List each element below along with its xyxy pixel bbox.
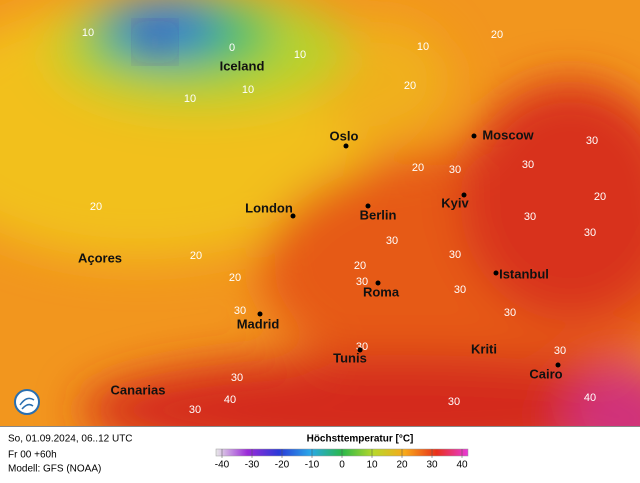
isotherm-label: 10 bbox=[184, 93, 196, 105]
city-label: Açores bbox=[78, 250, 122, 265]
city-marker bbox=[461, 192, 467, 198]
city-label: Istanbul bbox=[499, 266, 549, 281]
city-label: Cairo bbox=[529, 366, 562, 381]
isotherm-label: 30 bbox=[584, 227, 596, 239]
city-label: Iceland bbox=[220, 58, 265, 73]
isotherm-label: 30 bbox=[524, 211, 536, 223]
colorbar-tick-label: 0 bbox=[339, 460, 345, 471]
isotherm-label: 30 bbox=[449, 164, 461, 176]
isotherm-label: 30 bbox=[189, 404, 201, 416]
colorbar-tick-label: -40 bbox=[215, 460, 230, 471]
colorbar-tick-label: 30 bbox=[426, 460, 438, 471]
run: Fr 00 +60h bbox=[8, 450, 57, 461]
city-label: Oslo bbox=[330, 128, 359, 143]
isotherm-label: 30 bbox=[454, 284, 466, 296]
colorbar-tick-label: -30 bbox=[245, 460, 260, 471]
city-marker bbox=[343, 143, 349, 149]
city-label: Berlin bbox=[360, 207, 397, 222]
isotherm-label: 30 bbox=[356, 276, 368, 288]
city-marker bbox=[555, 362, 561, 368]
city-marker bbox=[290, 213, 296, 219]
isotherm-label: 30 bbox=[504, 307, 516, 319]
city-marker bbox=[375, 280, 381, 286]
colorbar-tick-label: -20 bbox=[275, 460, 290, 471]
isotherm-label: 20 bbox=[90, 201, 102, 213]
city-label: Tunis bbox=[333, 350, 367, 365]
city-marker bbox=[365, 203, 371, 209]
isotherm-label: 30 bbox=[231, 372, 243, 384]
city-label: Canarias bbox=[111, 382, 166, 397]
isotherm-label: 30 bbox=[586, 135, 598, 147]
isotherm-label: 20 bbox=[412, 162, 424, 174]
isotherm-label: 0 bbox=[229, 42, 235, 54]
city-marker bbox=[471, 133, 477, 139]
isotherm-label: 30 bbox=[234, 305, 246, 317]
isotherm-label: 40 bbox=[584, 392, 596, 404]
isotherm-label: 10 bbox=[82, 27, 94, 39]
city-label: Kriti bbox=[471, 341, 497, 356]
isotherm-label: 30 bbox=[386, 235, 398, 247]
isotherm-label: 20 bbox=[229, 272, 241, 284]
isotherm-label: 10 bbox=[242, 84, 254, 96]
city-marker bbox=[257, 311, 263, 317]
city-label: Moscow bbox=[482, 127, 534, 142]
city-label: Roma bbox=[363, 284, 400, 299]
city-marker bbox=[493, 270, 499, 276]
isotherm-label: 10 bbox=[417, 41, 429, 53]
legend-title: Höchsttemperatur [°C] bbox=[307, 434, 414, 445]
isotherm-label: 10 bbox=[294, 49, 306, 61]
city-label: Kyiv bbox=[441, 195, 469, 210]
valid-time: So, 01.09.2024, 06..12 UTC bbox=[8, 434, 133, 445]
city-label: London bbox=[245, 200, 293, 215]
colorbar-tick-label: 10 bbox=[366, 460, 378, 471]
colorbar-tick-label: 40 bbox=[456, 460, 468, 471]
isotherm-label: 40 bbox=[224, 394, 236, 406]
colorbar-tick-label: 20 bbox=[396, 460, 408, 471]
isotherm-label: 30 bbox=[554, 345, 566, 357]
model: Modell: GFS (NOAA) bbox=[8, 464, 101, 475]
isotherm-label: 30 bbox=[449, 249, 461, 261]
isotherm-label: 20 bbox=[190, 250, 202, 262]
isotherm-label: 20 bbox=[404, 80, 416, 92]
logo bbox=[14, 389, 40, 415]
isotherm-label: 30 bbox=[448, 396, 460, 408]
isotherm-label: 20 bbox=[594, 191, 606, 203]
city-marker bbox=[357, 347, 363, 353]
city-label: Madrid bbox=[237, 316, 280, 331]
isotherm-label: 20 bbox=[354, 260, 366, 272]
colorbar-tick-label: -10 bbox=[305, 460, 320, 471]
isotherm-label: 20 bbox=[491, 29, 503, 41]
isotherm-label: 30 bbox=[522, 159, 534, 171]
